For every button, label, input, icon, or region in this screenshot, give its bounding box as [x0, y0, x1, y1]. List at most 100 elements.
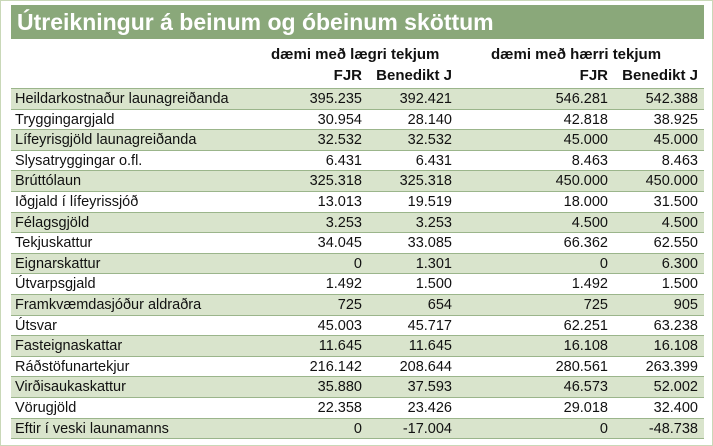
- value-lower-benedikt: 208.644: [400, 357, 452, 377]
- row-label: Eignarskattur: [15, 254, 100, 274]
- table-row: Vörugjöld 22.358 23.426 29.018 32.400: [11, 398, 704, 419]
- table-row: Heildarkostnaður launagreiðanda 395.235 39…: [11, 89, 704, 110]
- value-higher-fjr: 42.818: [564, 110, 608, 130]
- table-row: Tekjuskattur 34.045 33.085 66.362 62.550: [11, 233, 704, 254]
- table-row: Tryggingargjald 30.954 28.140 42.818 38.925: [11, 110, 704, 131]
- row-label: Heildarkostnaður launagreiðanda: [15, 89, 229, 109]
- value-higher-fjr: 46.573: [564, 377, 608, 397]
- row-label: Ráðstöfunartekjur: [15, 357, 129, 377]
- value-higher-benedikt: 62.550: [654, 233, 698, 253]
- column-header-lower-benedikt: Benedikt J: [376, 66, 452, 86]
- value-lower-benedikt: 1.301: [416, 254, 452, 274]
- value-higher-benedikt: 38.925: [654, 110, 698, 130]
- value-lower-fjr: 22.358: [318, 398, 362, 418]
- value-higher-benedikt: 16.108: [654, 336, 698, 356]
- value-lower-fjr: 0: [354, 254, 362, 274]
- value-higher-benedikt: 6.300: [662, 254, 698, 274]
- value-lower-benedikt: 1.500: [416, 274, 452, 294]
- value-lower-benedikt: 11.645: [409, 336, 452, 356]
- column-header-higher-fjr: FJR: [580, 66, 608, 86]
- value-lower-fjr: 395.235: [310, 89, 362, 109]
- group-header-higher: dæmi með hærri tekjum: [491, 46, 661, 64]
- value-higher-fjr: 62.251: [564, 316, 608, 336]
- value-lower-fjr: 6.431: [326, 151, 362, 171]
- value-higher-fjr: 18.000: [564, 192, 608, 212]
- row-label: Framkvæmdasjóður aldraðra: [15, 295, 201, 315]
- value-lower-fjr: 3.253: [326, 213, 362, 233]
- table-row: Eignarskattur 0 1.301 0 6.300: [11, 254, 704, 275]
- value-higher-fjr: 29.018: [564, 398, 608, 418]
- value-higher-fjr: 725: [584, 295, 608, 315]
- value-higher-benedikt: 542.388: [646, 89, 698, 109]
- value-lower-fjr: 30.954: [318, 110, 362, 130]
- value-lower-fjr: 35.880: [318, 377, 362, 397]
- value-lower-fjr: 1.492: [326, 274, 362, 294]
- value-lower-benedikt: 392.421: [400, 89, 452, 109]
- value-lower-fjr: 725: [338, 295, 362, 315]
- value-higher-fjr: 45.000: [564, 130, 608, 150]
- value-higher-benedikt: 263.399: [646, 357, 698, 377]
- table-row: Fasteignaskattar 11.645 11.645 16.108 16.108: [11, 336, 704, 357]
- table-row: Eftir í veski launamanns 0 -17.004 0 -48.738: [11, 419, 704, 440]
- value-higher-benedikt: 1.500: [662, 274, 698, 294]
- value-lower-benedikt: 19.519: [408, 192, 452, 212]
- table-row: Lífeyrisgjöld launagreiðanda 32.532 32.532…: [11, 130, 704, 151]
- row-label: Tryggingargjald: [15, 110, 114, 130]
- table-row: Útsvar 45.003 45.717 62.251 63.238: [11, 316, 704, 337]
- value-higher-benedikt: 450.000: [646, 171, 698, 191]
- row-label: Eftir í veski launamanns: [15, 419, 169, 439]
- group-header-lower: dæmi með lægri tekjum: [271, 46, 439, 64]
- value-higher-fjr: 280.561: [556, 357, 608, 377]
- value-higher-benedikt: 31.500: [654, 192, 698, 212]
- value-lower-benedikt: 45.717: [408, 316, 452, 336]
- value-higher-fjr: 16.108: [564, 336, 608, 356]
- value-lower-fjr: 45.003: [318, 316, 362, 336]
- table-row: Virðisaukaskattur 35.880 37.593 46.573 52.00…: [11, 377, 704, 398]
- value-higher-benedikt: 8.463: [662, 151, 698, 171]
- row-label: Félagsgjöld: [15, 213, 89, 233]
- value-higher-fjr: 1.492: [572, 274, 608, 294]
- value-lower-benedikt: 325.318: [400, 171, 452, 191]
- value-higher-benedikt: 45.000: [654, 130, 698, 150]
- table-title: Útreikningur á beinum og óbeinum sköttum: [11, 5, 704, 39]
- value-lower-benedikt: 37.593: [408, 377, 452, 397]
- table-row: Slysatryggingar o.fl. 6.431 6.431 8.463 8.46…: [11, 151, 704, 172]
- value-lower-benedikt: 3.253: [416, 213, 452, 233]
- value-lower-benedikt: 23.426: [408, 398, 452, 418]
- row-label: Iðgjald í lífeyrissjóð: [15, 192, 138, 212]
- value-lower-fjr: 32.532: [318, 130, 362, 150]
- table-row: Félagsgjöld 3.253 3.253 4.500 4.500: [11, 213, 704, 234]
- value-lower-fjr: 0: [354, 419, 362, 439]
- table-row: Iðgjald í lífeyrissjóð 13.013 19.519 18.000…: [11, 192, 704, 213]
- value-lower-fjr: 325.318: [310, 171, 362, 191]
- row-label: Útvarpsgjald: [15, 274, 96, 294]
- row-label: Fasteignaskattar: [15, 336, 122, 356]
- value-lower-benedikt: 6.431: [416, 151, 452, 171]
- row-label: Tekjuskattur: [15, 233, 92, 253]
- value-lower-benedikt: -17.004: [403, 419, 452, 439]
- value-lower-fjr: 34.045: [318, 233, 362, 253]
- value-higher-fjr: 8.463: [572, 151, 608, 171]
- value-lower-fjr: 216.142: [310, 357, 362, 377]
- column-header-lower-fjr: FJR: [334, 66, 362, 86]
- value-higher-fjr: 450.000: [556, 171, 608, 191]
- row-label: Útsvar: [15, 316, 57, 336]
- row-label: Vörugjöld: [15, 398, 76, 418]
- table-row: Útvarpsgjald 1.492 1.500 1.492 1.500: [11, 274, 704, 295]
- row-label: Virðisaukaskattur: [15, 377, 126, 397]
- value-lower-benedikt: 33.085: [408, 233, 452, 253]
- value-lower-benedikt: 28.140: [408, 110, 452, 130]
- row-label: Brúttólaun: [15, 171, 81, 191]
- table-body: Heildarkostnaður launagreiðanda 395.235 39…: [11, 88, 704, 439]
- value-lower-benedikt: 654: [428, 295, 452, 315]
- value-higher-benedikt: -48.738: [649, 419, 698, 439]
- value-higher-fjr: 0: [600, 254, 608, 274]
- row-label: Lífeyrisgjöld launagreiðanda: [15, 130, 196, 150]
- value-lower-benedikt: 32.532: [408, 130, 452, 150]
- value-lower-fjr: 13.013: [318, 192, 362, 212]
- value-higher-benedikt: 4.500: [662, 213, 698, 233]
- value-higher-fjr: 4.500: [572, 213, 608, 233]
- value-lower-fjr: 11.645: [319, 336, 362, 356]
- value-higher-fjr: 66.362: [564, 233, 608, 253]
